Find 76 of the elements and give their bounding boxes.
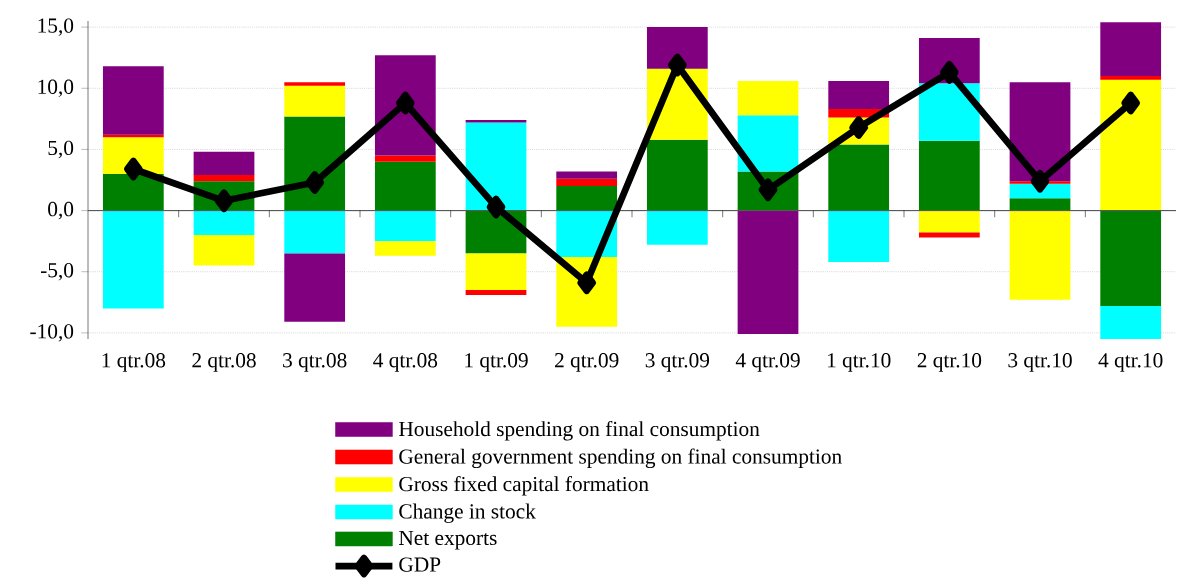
bar (374, 155, 436, 162)
point (577, 271, 597, 295)
bar (193, 151, 255, 176)
y-tick-label: 15,0 (38, 18, 74, 36)
point (214, 189, 234, 213)
bar (556, 186, 618, 211)
x-tick-label: 2 qtr.08 (192, 353, 256, 372)
point (758, 178, 778, 202)
point (124, 157, 143, 181)
bar (1009, 210, 1071, 300)
x-tick-label: 3 qtr.09 (645, 353, 710, 372)
legend-label: Household spending on final consumption (399, 420, 760, 441)
point (396, 91, 415, 115)
bar (1100, 210, 1162, 306)
bar (737, 80, 799, 116)
bar (918, 140, 980, 211)
x-tick-label: 1 qtr.08 (102, 353, 166, 372)
bar (465, 290, 527, 295)
x-tick-label: 1 qtr.09 (465, 353, 528, 372)
bar (918, 83, 980, 141)
bar (102, 66, 164, 135)
legend-label: General government spending on final consumption (399, 448, 842, 469)
y-tick-label: -10,0 (30, 324, 74, 342)
legend-label: Net exports (399, 530, 497, 550)
y-tick-label: 10,0 (38, 79, 74, 98)
bar (193, 235, 255, 266)
bar (1100, 76, 1162, 80)
bar (1100, 79, 1162, 211)
legend-label: Change in stock (399, 503, 536, 523)
bar (1100, 305, 1162, 339)
point (849, 116, 869, 139)
bar (102, 210, 164, 309)
bar (1100, 22, 1162, 77)
bar (284, 82, 346, 86)
bar (828, 210, 890, 262)
y-tick-label: 0,0 (48, 201, 74, 220)
bar (737, 115, 799, 172)
x-tick-label: 1 qtr.10 (827, 353, 891, 372)
bar (556, 178, 618, 187)
bar (465, 120, 527, 123)
point (1121, 91, 1141, 115)
bar (918, 210, 980, 233)
bar (1009, 198, 1071, 211)
x-tick-label: 4 qtr.08 (373, 353, 438, 372)
x-tick-label: 3 qtr.08 (283, 353, 347, 372)
bar (374, 241, 436, 256)
x-tick-label: 4 qtr.10 (1098, 353, 1163, 372)
bar (193, 210, 255, 236)
x-tick-label: 2 qtr.09 (555, 353, 619, 372)
bar (646, 210, 708, 245)
y-tick-label: -5,0 (40, 263, 74, 281)
x-tick-label: 2 qtr.10 (917, 353, 982, 372)
bar (646, 139, 708, 211)
y-tick-label: 5,0 (48, 140, 74, 159)
legend-label: GDP (399, 557, 441, 572)
bar (556, 171, 618, 179)
bar (646, 27, 708, 69)
bar (284, 253, 346, 322)
bar (102, 173, 164, 211)
bar (374, 161, 436, 211)
point (305, 171, 325, 194)
bar (284, 85, 346, 117)
bar (737, 210, 799, 335)
legend-label: Gross fixed capital formation (399, 476, 649, 496)
point (1030, 169, 1050, 193)
x-tick-label: 4 qtr.09 (735, 353, 800, 372)
bar (193, 175, 255, 182)
point (940, 61, 959, 84)
bar (828, 144, 890, 211)
bar (828, 80, 890, 110)
x-tick-label: 3 qtr.10 (1008, 353, 1072, 372)
point (486, 195, 506, 219)
point (668, 53, 687, 77)
bar (465, 253, 527, 291)
bar (374, 210, 436, 242)
bar (284, 210, 346, 254)
